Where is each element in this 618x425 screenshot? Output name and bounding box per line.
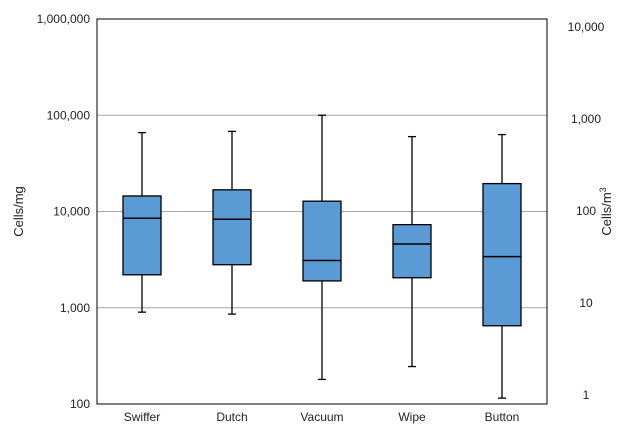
y-tick-label: 100: [70, 397, 90, 411]
box-vacuum: [302, 114, 342, 381]
y2-tick-label: 10,000: [568, 20, 605, 34]
category-label: Button: [485, 410, 520, 424]
y2-axis-title: Cells/m3: [598, 187, 614, 235]
box-swiffer: [122, 131, 162, 313]
box-wipe: [392, 135, 432, 368]
box-button: [482, 133, 522, 399]
box-iqr: [392, 224, 432, 279]
category-labels: Swiffer Dutch Vacuum Wipe Button: [124, 410, 520, 424]
y2-tick-label: 1,000: [571, 112, 601, 126]
box-iqr: [212, 189, 252, 266]
y2-tick-label: 10: [579, 296, 593, 310]
category-label: Vacuum: [300, 410, 343, 424]
right-axis-ticks: 1 10 100 1,000 10,000: [568, 20, 605, 402]
box-iqr: [302, 200, 342, 282]
y-tick-label: 1,000: [60, 301, 90, 315]
y2-axis-title-base: Cells/m: [599, 192, 614, 235]
plot-border: [96, 18, 548, 405]
box-series: [122, 114, 522, 399]
y2-axis-title-sup: 3: [598, 187, 608, 192]
box-iqr: [122, 195, 162, 276]
category-label: Wipe: [398, 410, 426, 424]
category-label: Swiffer: [124, 410, 160, 424]
box-dutch: [212, 130, 252, 315]
y-axis-title: Cells/mg: [11, 186, 26, 237]
box-iqr: [482, 182, 522, 327]
left-axis-ticks: 100 1,000 10,000 100,000 1,000,000: [37, 12, 91, 411]
y-tick-label: 10,000: [53, 205, 90, 219]
y-tick-label: 100,000: [47, 108, 91, 122]
y2-tick-label: 1: [583, 388, 590, 402]
y-tick-label: 1,000,000: [37, 12, 91, 26]
y2-tick-label: 100: [576, 204, 596, 218]
category-label: Dutch: [216, 410, 247, 424]
plot-frame: [96, 18, 548, 405]
